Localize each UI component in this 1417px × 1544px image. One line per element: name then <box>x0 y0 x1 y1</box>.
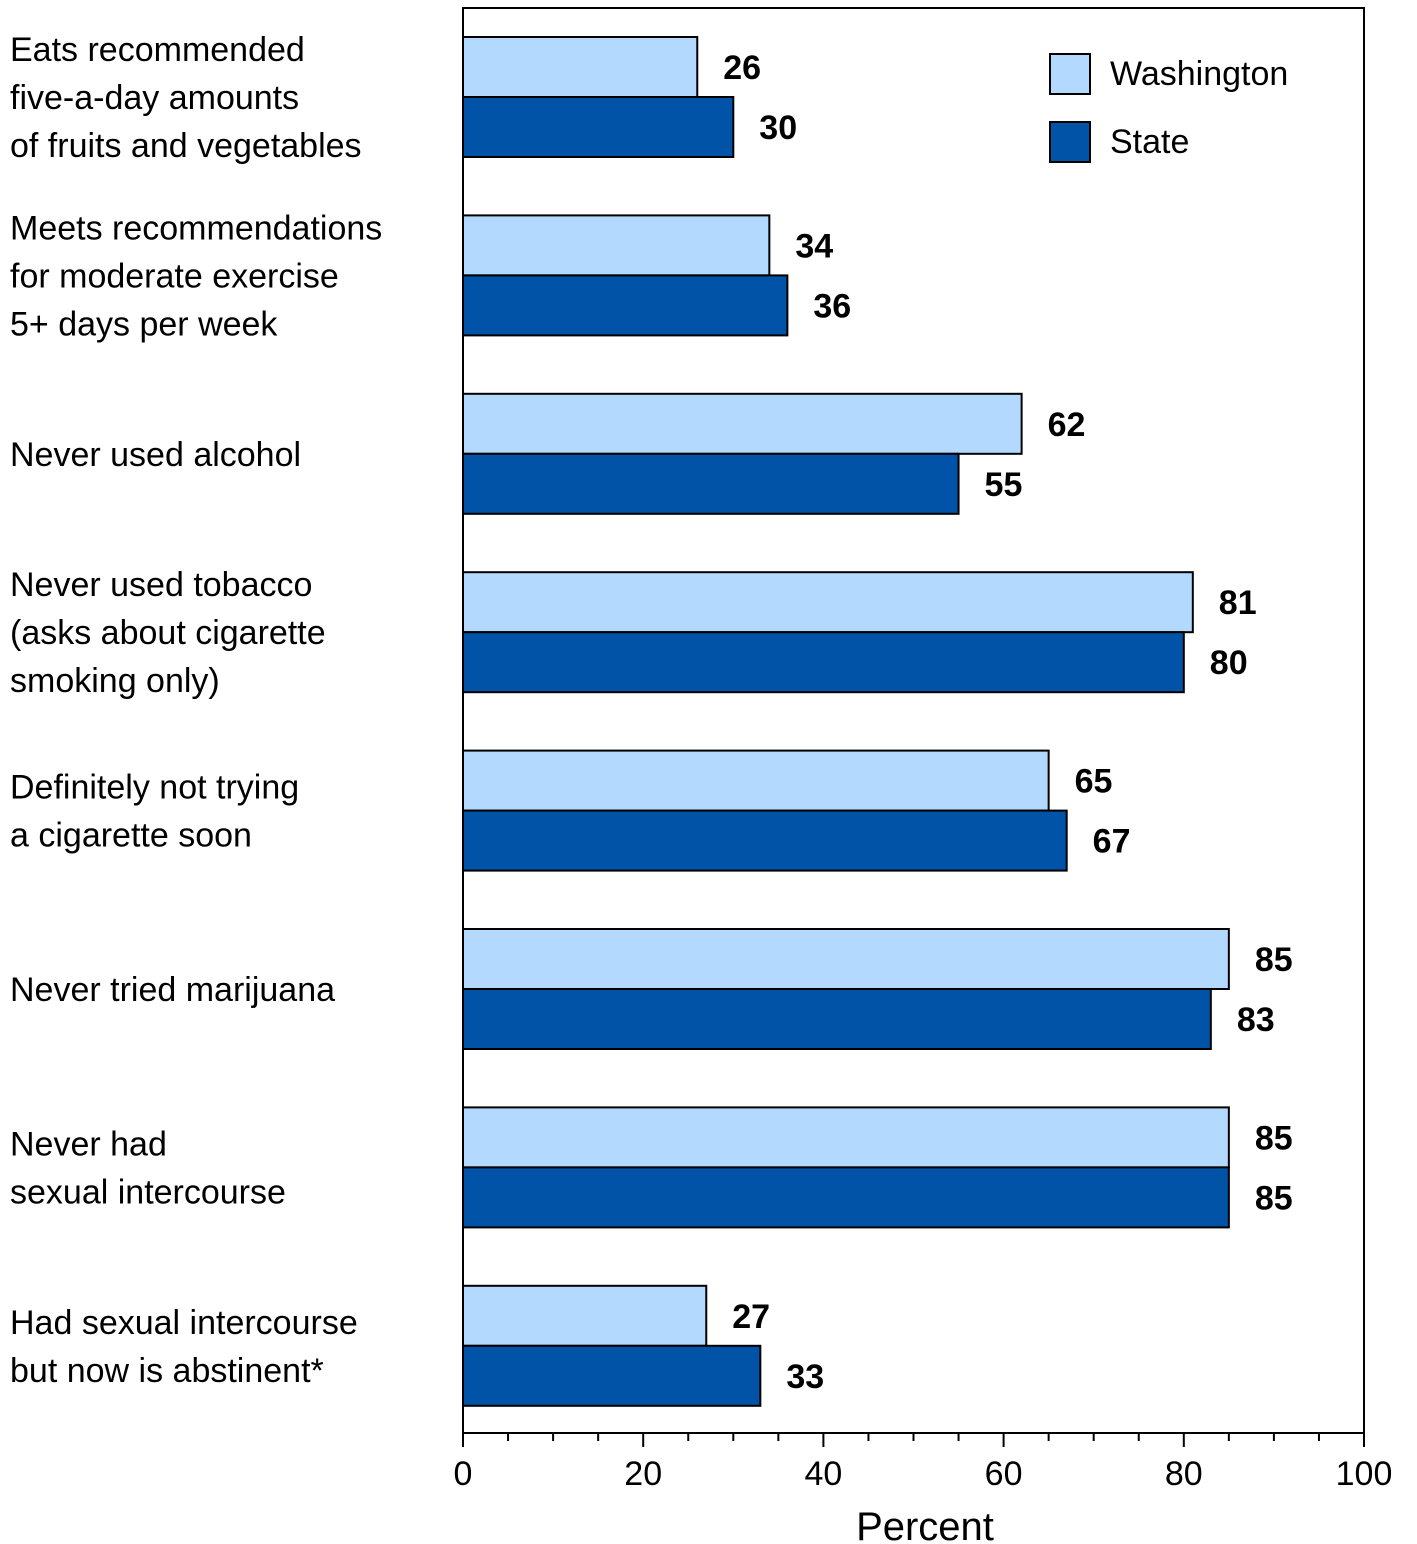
category-label-0: Eats recommended five-a-day amounts of fru… <box>10 31 362 165</box>
bar-washington-5 <box>462 928 1230 990</box>
bar-state-5 <box>462 988 1212 1050</box>
category-label-1: Meets recommendations for moderate exerci… <box>10 209 382 343</box>
value-label-washington-7: 27 <box>732 1298 770 1336</box>
bar-state-6 <box>462 1166 1230 1229</box>
category-label-line: for moderate exercise <box>10 257 339 295</box>
value-label-washington-5: 85 <box>1255 941 1293 979</box>
x-tick-label-20: 20 <box>624 1455 662 1493</box>
legend-label-state: State <box>1110 123 1189 161</box>
category-label-line: Never used tobacco <box>10 566 312 604</box>
category-label-line: five-a-day amounts <box>10 79 299 117</box>
value-label-washington-6: 85 <box>1255 1119 1293 1157</box>
x-axis-title: Percent <box>856 1505 994 1544</box>
bar-state-2 <box>462 452 960 515</box>
legend-swatch-state <box>1049 121 1091 163</box>
legend-swatch-washington <box>1049 53 1091 95</box>
category-label-line: Definitely not trying <box>10 769 299 807</box>
bars-layer <box>462 36 1230 1407</box>
category-label-4: Definitely not trying a cigarette soon <box>10 769 299 855</box>
value-label-washington-1: 34 <box>795 227 833 265</box>
category-label-line: 5+ days per week <box>10 305 278 343</box>
legend: Washington State <box>1049 53 1288 163</box>
category-label-2: Never used alcohol <box>10 436 301 474</box>
category-label-line: a cigarette soon <box>10 817 252 855</box>
category-label-3: Never used tobacco (asks about cigarette s… <box>10 566 326 700</box>
value-label-state-1: 36 <box>813 287 851 325</box>
category-label-line: Never used alcohol <box>10 436 301 474</box>
value-label-washington-4: 65 <box>1075 763 1113 801</box>
category-label-line: but now is abstinent* <box>10 1352 324 1390</box>
value-label-washington-2: 62 <box>1048 406 1086 444</box>
category-label-line: smoking only) <box>10 662 220 700</box>
bar-washington-3 <box>462 571 1194 634</box>
bar-washington-0 <box>462 36 699 98</box>
bar-state-1 <box>462 274 789 337</box>
category-label-6: Never had sexual intercourse <box>10 1125 286 1211</box>
category-labels-layer: Eats recommended five-a-day amounts of fru… <box>10 31 382 1390</box>
value-label-washington-0: 26 <box>723 49 761 87</box>
value-label-state-5: 83 <box>1237 1001 1275 1039</box>
bar-state-4 <box>462 809 1068 872</box>
category-label-line: sexual intercourse <box>10 1173 286 1211</box>
category-label-line: of fruits and vegetables <box>10 127 362 165</box>
value-label-state-6: 85 <box>1255 1179 1293 1217</box>
bar-washington-6 <box>462 1106 1230 1169</box>
value-label-washington-3: 81 <box>1219 584 1257 622</box>
category-label-line: (asks about cigarette <box>10 614 326 652</box>
category-label-line: Never tried marijuana <box>10 971 335 1009</box>
x-tick-label-0: 0 <box>454 1455 473 1493</box>
value-label-state-3: 80 <box>1210 644 1248 682</box>
category-label-line: Meets recommendations <box>10 209 382 247</box>
bar-state-7 <box>462 1344 762 1407</box>
value-labels-layer: 26 30 34 36 62 55 81 80 65 67 85 83 85 85 27 33 <box>723 49 1292 1396</box>
category-label-5: Never tried marijuana <box>10 971 335 1009</box>
value-label-state-7: 33 <box>786 1358 824 1396</box>
legend-label-washington: Washington <box>1110 55 1288 93</box>
bar-washington-2 <box>462 392 1023 455</box>
x-tick-label-40: 40 <box>804 1455 842 1493</box>
category-label-line: Had sexual intercourse <box>10 1304 358 1342</box>
value-label-state-2: 55 <box>985 466 1023 504</box>
x-tick-label-60: 60 <box>985 1455 1023 1493</box>
x-tick-label-80: 80 <box>1165 1455 1203 1493</box>
category-label-line: Eats recommended <box>10 31 305 69</box>
value-label-state-0: 30 <box>759 109 797 147</box>
x-axis: 0 20 40 60 80 100 <box>454 1433 1393 1493</box>
bar-washington-4 <box>462 749 1050 812</box>
x-tick-label-100: 100 <box>1336 1455 1393 1493</box>
bar-washington-1 <box>462 214 771 277</box>
category-label-7: Had sexual intercourse but now is abstine… <box>10 1304 358 1390</box>
bar-state-3 <box>462 631 1185 694</box>
bar-washington-7 <box>462 1284 708 1347</box>
category-label-line: Never had <box>10 1125 167 1163</box>
value-label-state-4: 67 <box>1093 823 1131 861</box>
bar-state-0 <box>462 96 735 158</box>
